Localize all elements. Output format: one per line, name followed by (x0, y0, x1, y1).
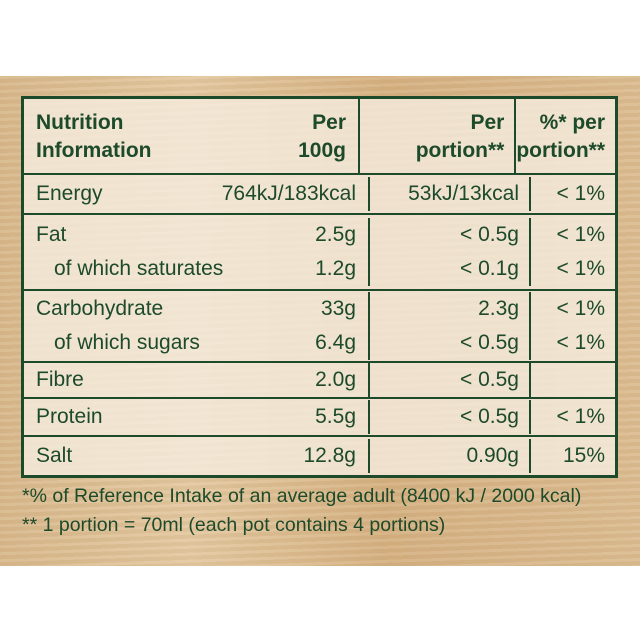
cell-text: 2.3g (478, 297, 519, 320)
cell-text: 15% (562, 444, 605, 467)
cell-text: Protein (36, 405, 103, 428)
energy-row: Energy 764kJ/183kcal 53kJ/13kcal < 1% (24, 173, 615, 213)
cell-text: Per (470, 111, 505, 134)
header-ri: %* per portion** (514, 99, 615, 173)
cell-text: < 1% (556, 223, 605, 246)
ri-value: < 1% (556, 182, 605, 205)
header-per-portion: Per portion** (358, 99, 514, 173)
cell-text: 2.0g (315, 368, 356, 391)
cell-text: < 0.5g (460, 331, 519, 354)
cell-text (531, 363, 605, 397)
cell-text: of which saturates (54, 257, 224, 280)
header-nutrition-info: Nutrition Information Per 100g (24, 99, 358, 173)
cell-text: 6.4g (315, 331, 356, 354)
cell-text: < 1% (556, 257, 605, 280)
cell-text: 0.90g (466, 444, 519, 467)
cell-text: portion** (415, 139, 505, 162)
header-text: Information (36, 139, 152, 162)
per100-value: 764kJ/183kcal (221, 182, 356, 205)
header-text: Nutrition (36, 111, 124, 134)
cell-text: of which sugars (54, 331, 200, 354)
footnote-reference-intake: *% of Reference Intake of an average adu… (22, 485, 582, 507)
cell-text: 5.5g (315, 405, 356, 428)
cell-text: < 1% (556, 297, 605, 320)
protein-row: Protein 5.5g < 0.5g < 1% (24, 397, 615, 435)
cell-text: Carbohydrate (36, 297, 164, 320)
cell-text: %* per (539, 111, 605, 134)
cell-text: 33g (320, 297, 356, 320)
header-text: 100g (298, 139, 346, 162)
cell-text: portion** (516, 139, 605, 162)
cell-text: < 0.5g (460, 223, 519, 246)
footnote-portion: ** 1 portion = 70ml (each pot contains 4… (22, 514, 446, 536)
cell-text: 12.8g (303, 444, 356, 467)
fat-row: Fat 2.5g of which saturates 1.2g < 0.5g < 0.… (24, 213, 615, 289)
header-text: Per (312, 111, 346, 134)
cell-text: < 0.5g (460, 368, 519, 391)
cell-text: Fat (36, 223, 67, 246)
carbohydrate-row: Carbohydrate 33g of which sugars 6.4g 2.3g <… (24, 289, 615, 361)
cell-text: 1.2g (315, 257, 356, 280)
nutrition-table: Nutrition Information Per 100g Per portion*… (21, 96, 618, 478)
cell-text: < 0.5g (460, 405, 519, 428)
cell-text: < 1% (556, 331, 605, 354)
header-row: Nutrition Information Per 100g Per portion*… (24, 99, 615, 173)
portion-value: 53kJ/13kcal (408, 182, 519, 205)
cell-text: Fibre (36, 368, 84, 391)
cell-text: < 0.1g (460, 257, 519, 280)
cell-text: < 1% (556, 405, 605, 428)
cell-text: Salt (36, 444, 73, 467)
fibre-row: Fibre 2.0g < 0.5g (24, 361, 615, 397)
salt-row: Salt 12.8g 0.90g 15% (24, 435, 615, 475)
cell-text: 2.5g (315, 223, 356, 246)
row-label: Energy (36, 182, 103, 205)
